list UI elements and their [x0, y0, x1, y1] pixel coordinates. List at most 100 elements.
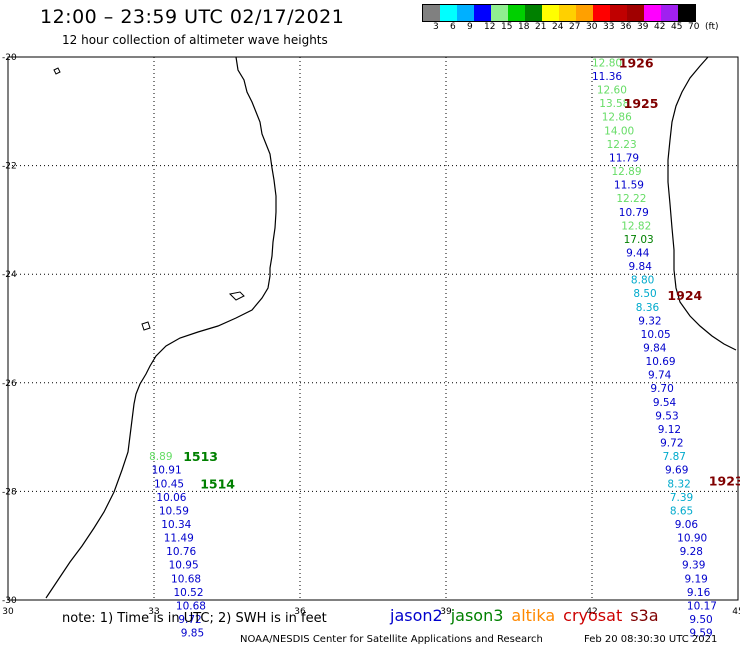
lon-tick-label: 33	[148, 607, 159, 617]
wave-height-label: 10.59	[159, 505, 189, 517]
lat-lon-grid	[7, 56, 739, 601]
map-subtitle: 12 hour collection of altimeter wave hei…	[62, 33, 328, 47]
wave-height-label: 10.91	[152, 465, 182, 477]
wave-height-label: 17.03	[624, 234, 654, 246]
pass-number-label: 1923	[709, 474, 740, 489]
wave-height-label: 10.76	[166, 546, 196, 558]
credit-text: NOAA/NESDIS Center for Satellite Applica…	[240, 634, 543, 645]
wave-height-label: 9.12	[658, 424, 681, 436]
wave-height-label: 8.80	[631, 275, 654, 287]
wave-height-label: 7.39	[670, 492, 693, 504]
scale-label: 3	[433, 22, 439, 32]
wave-height-label: 11.36	[592, 71, 622, 83]
wave-height-label: 8.65	[670, 505, 693, 517]
wave-height-label: 9.44	[626, 247, 650, 259]
scale-swatch	[627, 5, 644, 21]
wave-height-label: 10.45	[154, 478, 184, 490]
scale-swatch	[661, 5, 678, 21]
lat-tick-label: -22	[2, 162, 17, 172]
lat-tick-label: -30	[2, 596, 17, 606]
scale-label: 24	[552, 22, 564, 32]
wave-height-label: 10.05	[641, 329, 671, 341]
legend-s3a: s3a	[630, 606, 659, 625]
scale-swatch	[457, 5, 474, 21]
wave-height-label: 12.86	[602, 112, 632, 124]
scale-label: (ft)	[705, 22, 719, 32]
wave-height-label: 10.95	[169, 560, 199, 572]
wave-height-label: 9.50	[689, 614, 712, 626]
footer-note: note: 1) Time is in UTC; 2) SWH is in fe…	[62, 611, 327, 626]
island-outline	[53, 67, 61, 75]
wave-height-label: 9.74	[648, 370, 672, 382]
wave-height-label: 9.72	[660, 438, 683, 450]
scale-label: 12	[484, 22, 496, 32]
scale-label: 33	[603, 22, 615, 32]
wave-height-label: 10.06	[156, 492, 186, 504]
lat-tick-label: -26	[2, 379, 17, 389]
wave-height-label: 10.17	[687, 600, 717, 612]
map-title: 12:00 – 23:59 UTC 02/17/2021	[40, 6, 345, 28]
wave-height-label: 12.60	[597, 85, 627, 97]
legend-jason2: jason2	[390, 606, 443, 625]
wave-height-label: 9.69	[665, 465, 688, 477]
wave-height-label: 12.23	[607, 139, 637, 151]
wave-height-label: 11.79	[609, 152, 639, 164]
wave-height-label: 10.34	[161, 519, 191, 531]
satellite-pass-labels: 1926 1925 1924 1923 1513 1514	[183, 55, 740, 491]
wave-height-label: 10.68	[171, 573, 201, 585]
wave-height-label: 9.54	[653, 397, 677, 409]
wave-height-label: 9.59	[689, 628, 712, 640]
madagascar-coastline	[667, 56, 737, 351]
satellite-legend: jason2 jason3 altika cryosat s3a	[390, 606, 667, 625]
scale-label: 42	[654, 22, 666, 32]
wave-height-label: 9.53	[655, 410, 678, 422]
scale-label: 36	[620, 22, 632, 32]
legend-altika: altika	[511, 606, 556, 625]
wave-height-label: 9.72	[178, 614, 201, 626]
wave-height-label: 9.28	[680, 546, 703, 558]
wave-height-label: 10.52	[173, 587, 203, 599]
legend-cryosat: cryosat	[563, 606, 623, 625]
africa-coastline	[45, 56, 277, 599]
wave-height-color-scale	[422, 4, 696, 22]
scale-swatch	[559, 5, 576, 21]
wave-height-label: 8.89	[149, 451, 172, 463]
scale-swatch	[644, 5, 661, 21]
legend-jason3: jason3	[450, 606, 504, 625]
wave-height-label: 9.84	[643, 343, 667, 355]
scale-label: 30	[586, 22, 598, 32]
scale-swatch	[678, 5, 695, 21]
wave-height-scale-labels: 3 6 9 12 15 18 21 24 27 30 33 36 39 42 45 70 (ft)	[422, 22, 740, 34]
scale-swatch	[542, 5, 559, 21]
lon-tick-label: 42	[586, 607, 597, 617]
wave-height-label: 9.85	[181, 628, 204, 640]
wave-height-label: 10.69	[646, 356, 676, 368]
coastline	[45, 56, 737, 599]
wave-height-label: 9.84	[629, 261, 653, 273]
pass-number-label: 1513	[183, 449, 218, 464]
scale-swatch	[423, 5, 440, 21]
scale-label: 9	[467, 22, 473, 32]
scale-swatch	[525, 5, 542, 21]
wave-height-label: 11.59	[614, 180, 644, 192]
wave-height-label: 9.70	[650, 383, 673, 395]
scale-label: 18	[518, 22, 530, 32]
lat-tick-label: -28	[2, 487, 17, 497]
wave-height-label: 8.50	[633, 288, 656, 300]
wave-height-label: 9.39	[682, 560, 705, 572]
wave-height-label: 10.68	[176, 600, 206, 612]
lon-tick-label: 45	[732, 607, 740, 617]
scale-label: 27	[569, 22, 581, 32]
scale-label: 15	[501, 22, 513, 32]
pass-number-label: 1925	[624, 96, 659, 111]
scale-label: 21	[535, 22, 547, 32]
wave-height-label: 8.32	[667, 478, 690, 490]
wave-height-label: 9.06	[675, 519, 699, 531]
scale-swatch	[491, 5, 508, 21]
scale-swatch	[593, 5, 610, 21]
scale-swatch	[576, 5, 593, 21]
pass-number-label: 1514	[200, 476, 235, 491]
lon-tick-label: 30	[2, 607, 14, 617]
wave-height-label: 10.90	[677, 533, 707, 545]
